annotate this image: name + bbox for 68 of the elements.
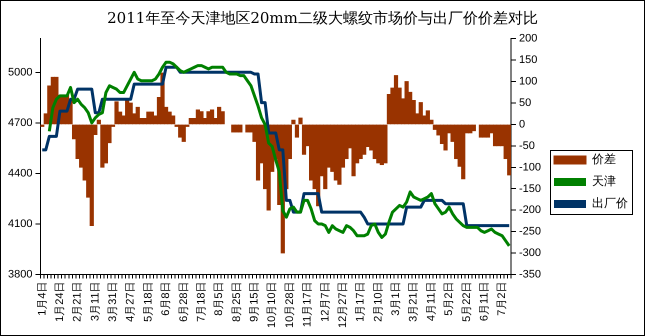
bar <box>220 111 225 124</box>
bar <box>128 102 133 124</box>
y-tick-label: 5000 <box>8 66 32 78</box>
x-tick-label: 2月21日 <box>72 282 84 322</box>
bar <box>234 124 239 132</box>
y2-tick-label: -300 <box>518 247 542 260</box>
x-tick-label: 4月11日 <box>425 282 438 322</box>
y-tick-label: 3800 <box>8 268 32 281</box>
x-tick-label: 12月27日 <box>336 282 349 328</box>
legend-label: 出厂价 <box>592 196 628 210</box>
y2-tick-label: -200 <box>518 204 542 216</box>
bar <box>104 124 108 164</box>
x-tick-label: 5月22日 <box>460 282 473 322</box>
x-tick-label: 3月21日 <box>408 282 420 322</box>
x-tick-label: 3月1日 <box>390 282 402 316</box>
bar <box>136 106 140 124</box>
x-tick-label: 3月31日 <box>107 282 120 322</box>
x-tick-label: 7月18日 <box>195 282 208 322</box>
bar <box>472 124 476 132</box>
y2-tick-label: 0 <box>518 118 526 130</box>
y2-tick-label: 50 <box>518 96 532 109</box>
legend-label: 天津 <box>592 174 616 188</box>
y2-tick-label: -150 <box>518 182 542 195</box>
x-tick-label: 8月5日 <box>213 282 226 316</box>
y2-tick-label: -250 <box>518 226 542 238</box>
x-tick-label: 2月10日 <box>372 282 384 322</box>
legend-label: 价差 <box>591 152 616 166</box>
y2-tick-label: -50 <box>518 140 535 152</box>
x-tick-label: 6月8日 <box>160 282 172 316</box>
x-tick-label: 3月11日 <box>89 282 102 322</box>
bar <box>418 102 423 124</box>
bar <box>461 124 466 180</box>
y-tick-label: 4100 <box>8 218 32 230</box>
x-tick-label: 10月10日 <box>266 282 278 328</box>
x-tick-label: 5月2日 <box>443 282 456 316</box>
x-tick-label: 4月27日 <box>124 282 137 322</box>
bar <box>90 124 94 226</box>
bar <box>443 124 448 150</box>
bar <box>238 124 242 132</box>
bar <box>507 124 511 176</box>
x-tick-label: 1月4日 <box>36 282 48 316</box>
x-tick-label: 9月15日 <box>248 282 261 322</box>
x-tick-label: 8月25日 <box>230 282 243 322</box>
bar <box>323 124 328 190</box>
bar <box>171 115 176 124</box>
x-tick-label: 5月18日 <box>142 282 154 322</box>
y2-tick-label: -100 <box>518 161 542 174</box>
x-tick-label: 6月11日 <box>478 282 490 322</box>
bar <box>188 118 193 124</box>
x-tick-label: 7月2日 <box>496 282 508 316</box>
chart-title: 2011年至今天津地区20mm二级大螺纹市场价与出厂价价差对比 <box>106 9 539 28</box>
y2-tick-label: 200 <box>518 32 538 45</box>
x-tick-label: 1月17日 <box>354 282 367 322</box>
x-tick-label: 10月28日 <box>284 282 296 328</box>
y2-tick-label: -350 <box>518 268 542 281</box>
y2-tick-label: 150 <box>518 54 538 66</box>
y2-tick-label: 100 <box>518 76 538 88</box>
y-tick-label: 4400 <box>8 167 32 180</box>
bar <box>376 124 380 164</box>
bar <box>182 124 186 142</box>
y-tick-label: 4700 <box>8 116 32 129</box>
bar <box>426 110 430 124</box>
bar <box>468 124 472 134</box>
x-tick-label: 11月17日 <box>302 282 314 328</box>
x-tick-label: 1月24日 <box>54 282 66 322</box>
x-tick-label: 6月28日 <box>178 282 190 322</box>
bar <box>362 124 366 155</box>
x-tick-label: 12月7日 <box>319 282 332 322</box>
